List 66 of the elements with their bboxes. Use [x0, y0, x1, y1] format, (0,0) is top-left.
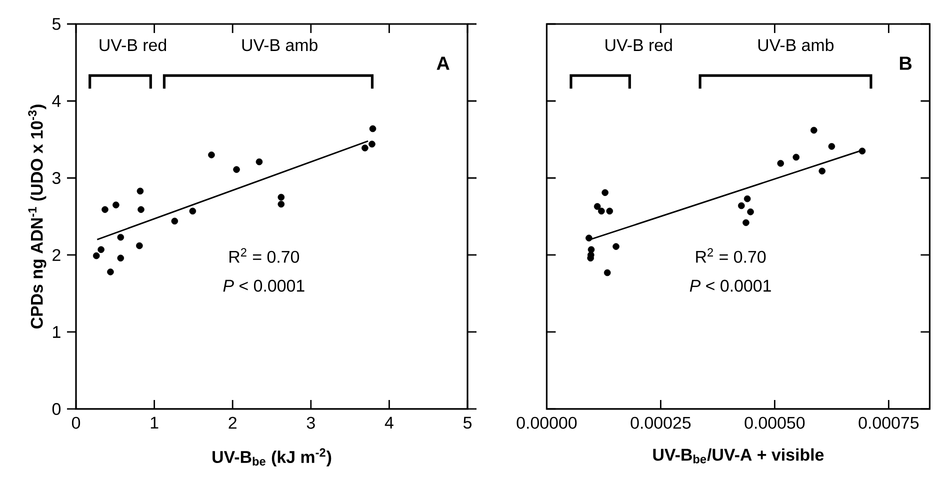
- point: [744, 195, 751, 202]
- point: [278, 200, 285, 208]
- point: [818, 168, 826, 174]
- point: [107, 268, 114, 276]
- point: [117, 234, 124, 241]
- point: [368, 140, 376, 148]
- x-tick-label: 4: [384, 416, 394, 428]
- point: [602, 189, 608, 196]
- point: [171, 218, 178, 225]
- x-tick-label: 1: [150, 416, 158, 428]
- x-tick-label: 0: [72, 416, 80, 429]
- x-tick-label: 0.00075: [858, 416, 919, 429]
- point: [233, 166, 240, 173]
- x-axis-title: UV-B$_{be}$/UV-A + visible: [653, 448, 824, 464]
- point: [777, 160, 784, 167]
- x-tick-label: 5: [463, 416, 472, 429]
- point: [92, 252, 100, 260]
- annotation: B: [900, 56, 912, 70]
- point: [738, 202, 745, 210]
- point: [858, 148, 866, 154]
- annotation: UV-B amb: [242, 38, 318, 52]
- x-tick-label: 0.00050: [744, 416, 805, 429]
- point: [606, 208, 614, 214]
- point: [792, 154, 800, 161]
- annotation: UV-B red: [606, 38, 672, 52]
- point: [136, 242, 143, 250]
- point: [828, 143, 836, 150]
- annotation: P < 0.0001: [223, 280, 304, 292]
- point: [278, 194, 285, 201]
- y-axis-title: CPDs ng ADN$^{-1}$ (UDO x 10$^{-3}$): [28, 104, 46, 328]
- point: [208, 151, 215, 158]
- point: [102, 206, 108, 213]
- annotation: A: [436, 56, 450, 70]
- point: [612, 243, 620, 250]
- x-tick-label: 2: [228, 416, 236, 429]
- point: [594, 203, 601, 210]
- point: [369, 125, 376, 132]
- x-axis-title: UV-B$_{be}$ (kJ m$^{-2}$): [212, 448, 332, 466]
- point: [362, 144, 368, 152]
- y-tick-label: 1: [53, 326, 60, 338]
- x-tick-label: 0.00025: [630, 416, 691, 429]
- annotation: R$^{2}$ = 0.70: [230, 248, 300, 263]
- point: [604, 269, 611, 276]
- x-tick-label: 0.00000: [516, 416, 577, 429]
- y-tick-label: 3: [52, 172, 60, 184]
- point: [747, 208, 754, 216]
- annotation: UV-B red: [100, 38, 166, 52]
- point: [810, 126, 818, 134]
- point: [138, 206, 144, 213]
- y-tick-label: 5: [52, 18, 60, 30]
- y-tick-label: 0: [52, 402, 61, 415]
- point: [112, 202, 120, 208]
- y-tick-label: 4: [52, 95, 61, 107]
- point: [256, 158, 263, 166]
- point: [189, 208, 196, 214]
- annotation: UV-B amb: [758, 38, 834, 52]
- annotation: R$^{2}$ = 0.70: [696, 248, 766, 263]
- y-tick-label: 2: [52, 249, 60, 261]
- point: [586, 234, 592, 242]
- x-tick-label: 3: [306, 416, 315, 429]
- point: [136, 188, 144, 194]
- point: [117, 254, 124, 262]
- annotation: P < 0.0001: [690, 280, 771, 292]
- point: [742, 219, 750, 226]
- point: [598, 208, 605, 214]
- point: [98, 246, 104, 253]
